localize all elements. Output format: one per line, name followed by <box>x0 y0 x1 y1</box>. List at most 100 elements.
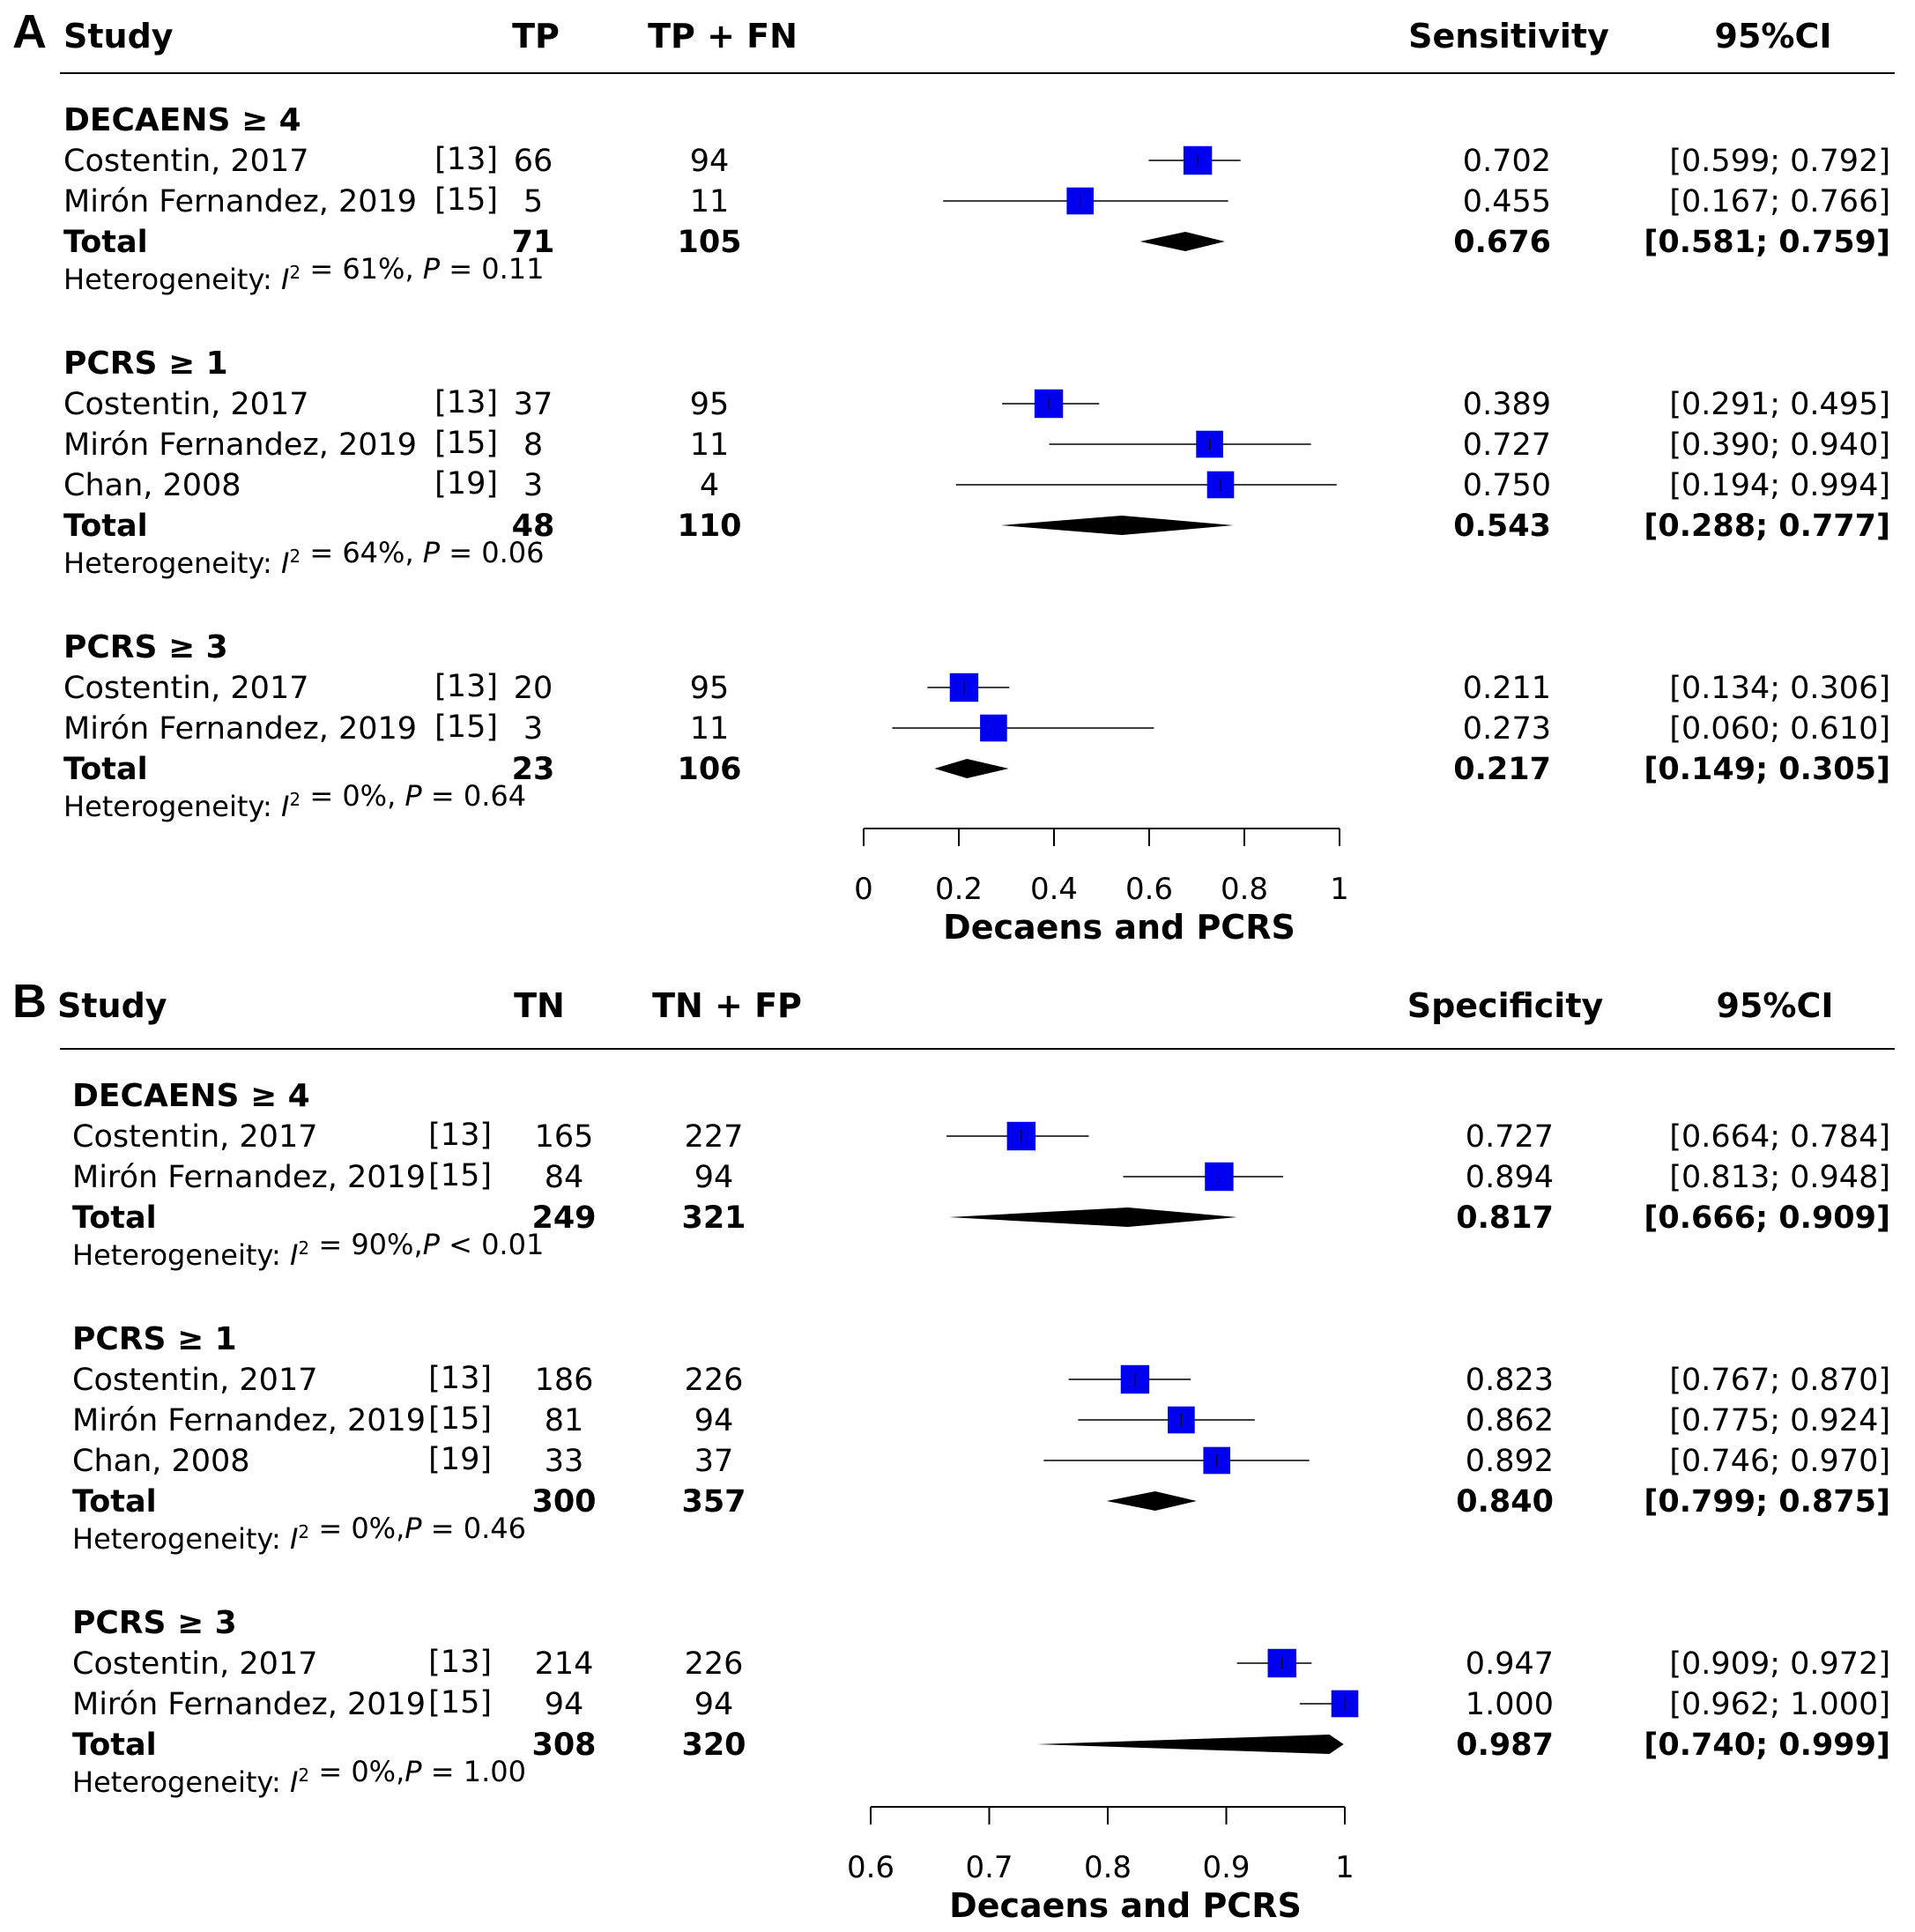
heterogeneity-part: I <box>290 1522 298 1556</box>
study-total: 4 <box>700 468 719 503</box>
total-events: 71 <box>512 225 555 260</box>
total-row: Total 300 357 0.840 [0.799; 0.875] <box>72 1484 1890 1520</box>
study-name: Costentin, 2017 <box>63 387 308 422</box>
study-ref: [15] <box>434 710 498 745</box>
heterogeneity-part: 2 <box>289 262 301 283</box>
subgroup: PCRS ≥ 3 Costentin, 2017 [13] 214 226 0.947 [0… <box>72 1605 1890 1799</box>
study-total: 95 <box>690 671 730 706</box>
total-estimate: 0.543 <box>1453 509 1551 544</box>
total-row: Total 308 320 0.987 [0.740; 0.999] <box>72 1728 1890 1763</box>
subgroup: PCRS ≥ 1 Costentin, 2017 [13] 37 95 0.389 [0.2… <box>63 346 1890 580</box>
total-row: Total 71 105 0.676 [0.581; 0.759] <box>63 225 1890 260</box>
study-row: Costentin, 2017 [13] 186 226 0.823 [0.767; 0.… <box>72 1361 1890 1398</box>
header-total: TN + FP <box>652 986 802 1025</box>
total-ci: [0.740; 0.999] <box>1644 1728 1890 1763</box>
heterogeneity-part: 2 <box>289 546 301 567</box>
study-total: 11 <box>690 184 730 219</box>
study-name: Mirón Fernandez, 2019 <box>72 1160 426 1195</box>
study-events: 37 <box>514 387 553 422</box>
study-events: 186 <box>535 1363 594 1398</box>
study-events: 8 <box>523 427 543 463</box>
study-events: 3 <box>523 711 543 747</box>
header-estimate: Sensitivity <box>1408 17 1609 56</box>
study-name: Costentin, 2017 <box>72 1119 317 1155</box>
heterogeneity-text: Heterogeneity: I2 = 61%, P = 0.11 <box>63 252 544 296</box>
x-tick-label: 0.7 <box>965 1850 1013 1885</box>
study-ref: [15] <box>428 1158 492 1193</box>
panel-letter: A <box>12 5 47 58</box>
subgroup-title: PCRS ≥ 3 <box>63 629 228 665</box>
study-name: Costentin, 2017 <box>63 671 308 706</box>
total-row: Total 23 106 0.217 [0.149; 0.305] <box>63 752 1890 787</box>
study-row: Chan, 2008 [19] 33 37 0.892 [0.746; 0.970] <box>72 1442 1890 1479</box>
total-row: Total 249 321 0.817 [0.666; 0.909] <box>72 1200 1890 1236</box>
study-estimate: 1.000 <box>1466 1687 1554 1722</box>
subgroup: PCRS ≥ 3 Costentin, 2017 [13] 20 95 0.211 [0.1… <box>63 629 1890 823</box>
heterogeneity-part: , <box>396 1512 405 1545</box>
heterogeneity-part: = 0% <box>309 1755 396 1788</box>
study-ci: [0.962; 1.000] <box>1669 1687 1890 1722</box>
heterogeneity-part: 2 <box>289 789 301 810</box>
x-axis-title: Decaens and PCRS <box>949 1886 1302 1925</box>
study-ref: [15] <box>434 182 498 218</box>
heterogeneity-part: P <box>423 536 441 569</box>
panel-b: B Study TN TN + FP Specificity 95%CI DECAENS ≥… <box>12 975 1895 1925</box>
pooled-diamond <box>1036 1735 1344 1754</box>
study-estimate: 0.892 <box>1466 1444 1554 1479</box>
heterogeneity-text: Heterogeneity: I2 = 0%,P = 0.46 <box>72 1512 526 1556</box>
heterogeneity-part: = 0% <box>309 1512 396 1545</box>
study-ci: [0.599; 0.792] <box>1669 144 1890 179</box>
study-row: Chan, 2008 [19] 3 4 0.750 [0.194; 0.994] <box>63 466 1890 503</box>
study-ref: [13] <box>428 1361 492 1396</box>
heterogeneity-part: P <box>405 1755 422 1788</box>
study-events: 81 <box>545 1403 584 1438</box>
study-ci: [0.909; 0.972] <box>1669 1646 1890 1682</box>
heterogeneity-part: , <box>405 252 422 286</box>
study-estimate: 0.727 <box>1463 427 1551 463</box>
study-ci: [0.390; 0.940] <box>1669 427 1890 463</box>
study-ref: [19] <box>434 466 498 502</box>
study-ref: [15] <box>428 1685 492 1720</box>
study-events: 84 <box>545 1160 584 1195</box>
study-name: Chan, 2008 <box>63 468 241 503</box>
heterogeneity-part: = 0.06 <box>440 536 544 569</box>
total-estimate: 0.817 <box>1456 1200 1554 1236</box>
study-total: 95 <box>690 387 730 422</box>
study-estimate: 0.862 <box>1466 1403 1554 1438</box>
study-ref: [19] <box>428 1442 492 1477</box>
heterogeneity-part: Heterogeneity: <box>72 1765 290 1799</box>
study-name: Costentin, 2017 <box>63 144 308 179</box>
study-estimate: 0.894 <box>1466 1160 1554 1195</box>
total-total: 321 <box>681 1200 746 1236</box>
study-ref: [13] <box>428 1118 492 1153</box>
heterogeneity-part: Heterogeneity: <box>63 790 281 823</box>
x-tick-label: 0.9 <box>1202 1850 1250 1885</box>
x-tick-label: 0.4 <box>1030 872 1078 907</box>
study-ci: [0.167; 0.766] <box>1669 184 1890 219</box>
study-ref: [15] <box>434 426 498 461</box>
x-axis: 0 0.2 0.4 0.6 0.8 1 Decaens and PCRS <box>854 828 1349 947</box>
study-name: Mirón Fernandez, 2019 <box>63 427 417 463</box>
study-ci: [0.767; 0.870] <box>1669 1363 1890 1398</box>
study-events: 3 <box>523 468 543 503</box>
header-ci: 95%CI <box>1717 986 1834 1025</box>
total-estimate: 0.987 <box>1456 1728 1554 1763</box>
heterogeneity-part: I <box>290 1238 298 1272</box>
pooled-diamond <box>934 759 1009 778</box>
study-row: Mirón Fernandez, 2019 [15] 3 11 0.273 [0.060;… <box>63 710 1890 747</box>
heterogeneity-part: Heterogeneity: <box>72 1522 290 1556</box>
study-name: Mirón Fernandez, 2019 <box>63 711 417 747</box>
heterogeneity-part: P <box>405 779 422 813</box>
study-name: Costentin, 2017 <box>72 1363 317 1398</box>
x-tick-label: 0 <box>854 872 873 907</box>
total-label: Total <box>72 1200 157 1236</box>
heterogeneity-part: = 61% <box>301 252 405 286</box>
heterogeneity-text: Heterogeneity: I2 = 90%,P < 0.01 <box>72 1228 544 1272</box>
heterogeneity-part: P <box>423 252 441 286</box>
heterogeneity-part: I <box>281 790 289 823</box>
study-row: Costentin, 2017 [13] 66 94 0.702 [0.599; 0.79… <box>63 142 1890 179</box>
study-total: 11 <box>690 427 730 463</box>
study-name: Mirón Fernandez, 2019 <box>72 1687 426 1722</box>
study-events: 165 <box>535 1119 594 1155</box>
study-total: 94 <box>694 1687 734 1722</box>
